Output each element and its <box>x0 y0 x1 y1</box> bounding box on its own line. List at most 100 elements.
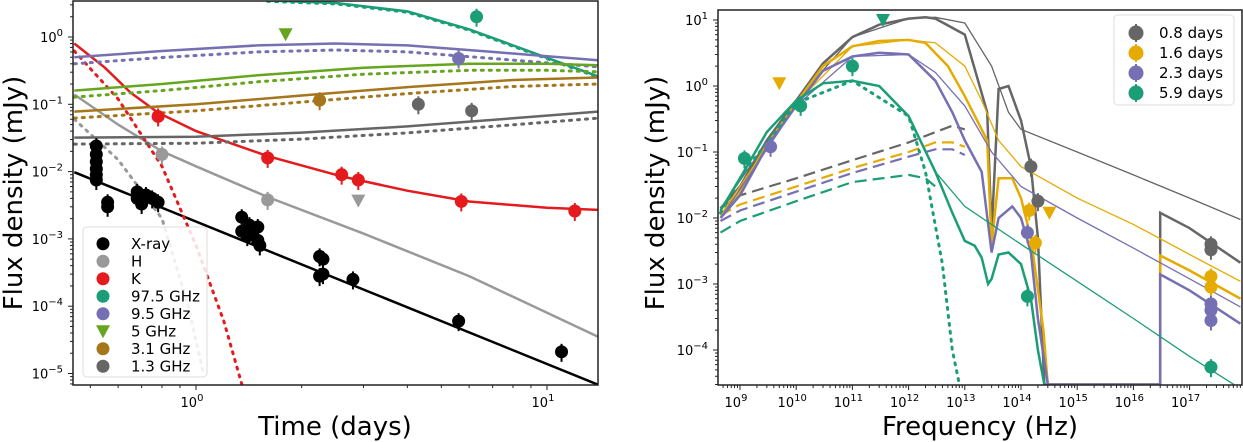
legend-marker-circle <box>96 289 110 303</box>
legend-label: 0.8 days <box>1159 24 1223 42</box>
x-tick-label: 101 <box>532 393 555 411</box>
data-point-h <box>261 193 275 207</box>
legend-item: 3.1 GHz <box>96 340 191 358</box>
data-point-3-1-ghz <box>313 93 327 107</box>
legend-label: 5 GHz <box>131 322 176 340</box>
legend-marker-octagon <box>1128 85 1144 101</box>
data-point-0-8-days <box>1031 194 1045 208</box>
model-dotted-3-1-ghz <box>73 82 598 120</box>
legend-label: 2.3 days <box>1159 64 1223 82</box>
legend-item: X-ray <box>96 235 170 253</box>
data-point-x-ray <box>316 252 330 266</box>
data-point-x-ray <box>101 200 115 214</box>
model-thin-2-3-days <box>719 53 1241 308</box>
x-tick-label: 1017 <box>1171 393 1200 411</box>
legend: 0.8 days 1.6 days 2.3 days 5.9 days <box>1113 14 1235 106</box>
x-tick-label: 100 <box>181 393 204 411</box>
left-panel-time-lightcurve: 100 10−1 10−2 10−3 10−4 10−5 100 101 Time (days)… <box>0 0 599 442</box>
legend-marker-circle <box>96 307 110 321</box>
data-point-5-9-days <box>794 99 808 113</box>
data-point-5-9-days <box>737 151 751 165</box>
y-tick-label: 100 <box>685 77 708 95</box>
legend-marker-octagon <box>1128 45 1144 61</box>
data-point-5-9-days <box>1204 360 1218 374</box>
model-dotted-5-ghz <box>73 68 598 99</box>
legend-marker-octagon <box>1128 25 1144 41</box>
data-point-1-6-days <box>1204 269 1218 283</box>
y-tick-label: 101 <box>685 11 708 29</box>
legend-item: 5 GHz <box>96 322 176 340</box>
legend-label: H <box>131 252 142 270</box>
legend-label: 97.5 GHz <box>131 287 200 305</box>
data-point-x-ray <box>316 267 330 281</box>
y-tick-label: 10−4 <box>677 341 708 359</box>
model-dotted-5-9-days <box>719 79 961 385</box>
data-point-2-3-days <box>1204 303 1218 317</box>
data-point-x-ray <box>452 314 466 328</box>
model-9-5-ghz <box>74 42 598 62</box>
data-point-2-3-days <box>764 140 778 154</box>
legend-box <box>82 226 208 378</box>
model-dashed-1-6-days <box>719 141 966 217</box>
data-point-9-5-ghz <box>452 51 466 65</box>
y-tick-label: 10−3 <box>32 230 63 248</box>
data-point-x-ray <box>89 173 103 187</box>
data-point-1-6-days <box>1028 236 1042 250</box>
data-point-97-5-ghz <box>470 10 484 24</box>
upper-limit-h <box>351 194 366 208</box>
y-axis-label: Flux density (mJy) <box>0 76 29 311</box>
model-dashed-2-3-days <box>719 148 966 222</box>
plot-area <box>719 14 1242 385</box>
data-point-k <box>454 194 468 208</box>
x-tick-label: 1014 <box>1002 393 1031 411</box>
data-point-2-3-days <box>1204 313 1218 327</box>
legend-item: H <box>96 252 142 270</box>
y-tick-label: 10−4 <box>32 297 63 315</box>
upper-limit-1-6-days <box>1042 206 1057 220</box>
data-point-1-3-ghz <box>465 104 479 118</box>
data-point-1-6-days <box>1022 203 1036 217</box>
legend-marker-circle <box>96 272 110 286</box>
legend-item: 0.8 days <box>1128 24 1223 42</box>
x-tick-label: 109 <box>725 393 748 411</box>
data-point-k <box>261 151 275 165</box>
model-h <box>73 93 598 339</box>
x-tick-label: 1012 <box>890 393 919 411</box>
y-tick-label: 10−1 <box>677 143 708 161</box>
x-tick-label: 1015 <box>1059 393 1088 411</box>
legend-marker-circle <box>96 237 110 251</box>
legend-marker-triangle <box>96 325 110 339</box>
legend-item: K <box>96 270 142 288</box>
y-tick-label: 10−5 <box>32 365 63 383</box>
legend-label: 5.9 days <box>1159 84 1223 102</box>
legend-item: 97.5 GHz <box>96 287 200 305</box>
model-dashed-5-9-days <box>719 173 937 234</box>
data-point-5-9-days <box>1020 289 1034 303</box>
y-axis-label: Flux density (mJy) <box>641 76 671 311</box>
legend-label: 1.3 GHz <box>131 357 191 375</box>
y-tick-label: 100 <box>40 28 63 46</box>
model-dotted-k <box>73 49 244 385</box>
upper-limit-5-9-days <box>875 14 890 27</box>
legend-label: K <box>131 270 142 288</box>
legend-marker-circle <box>96 359 110 373</box>
data-point-2-3-days <box>1020 226 1034 240</box>
data-point-x-ray <box>346 272 360 286</box>
legend-item: 1.3 GHz <box>96 357 191 375</box>
y-tick-label: 10−2 <box>677 209 708 227</box>
data-point-x-ray <box>555 345 569 359</box>
x-axis-label: Time (days) <box>257 412 412 442</box>
data-point-k <box>335 168 349 182</box>
legend-item: 2.3 days <box>1128 64 1223 82</box>
model-dashed-0-8-days <box>719 124 966 210</box>
data-point-k <box>151 109 165 123</box>
model-1-3-ghz <box>74 110 598 139</box>
legend-label: 9.5 GHz <box>131 305 191 323</box>
legend-label: 3.1 GHz <box>131 340 191 358</box>
data-point-x-ray <box>253 238 267 252</box>
model-3-1-ghz <box>74 76 598 113</box>
legend-item: 9.5 GHz <box>96 305 191 323</box>
data-point-k <box>351 173 365 187</box>
x-tick-label: 1011 <box>834 393 863 411</box>
